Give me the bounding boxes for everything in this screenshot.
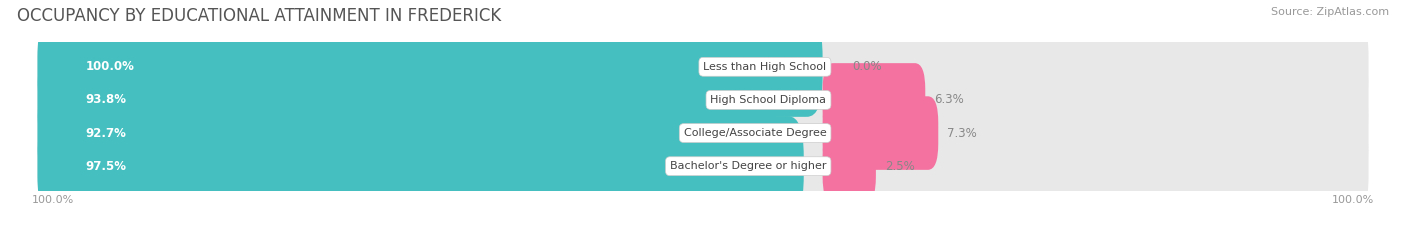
Text: 92.7%: 92.7% [86,127,127,140]
FancyBboxPatch shape [39,117,1367,216]
Text: 2.5%: 2.5% [884,160,915,173]
Text: Source: ZipAtlas.com: Source: ZipAtlas.com [1271,7,1389,17]
FancyBboxPatch shape [38,83,768,183]
FancyBboxPatch shape [38,116,1368,216]
FancyBboxPatch shape [39,51,1367,149]
FancyBboxPatch shape [823,129,876,203]
Text: 93.8%: 93.8% [86,93,127,106]
FancyBboxPatch shape [39,84,1367,182]
Text: Bachelor's Degree or higher: Bachelor's Degree or higher [671,161,827,171]
FancyBboxPatch shape [38,50,1368,150]
FancyBboxPatch shape [38,50,776,150]
FancyBboxPatch shape [823,96,938,170]
Text: 100.0%: 100.0% [86,60,135,73]
Text: 6.3%: 6.3% [935,93,965,106]
Text: OCCUPANCY BY EDUCATIONAL ATTAINMENT IN FREDERICK: OCCUPANCY BY EDUCATIONAL ATTAINMENT IN F… [17,7,501,25]
Text: Less than High School: Less than High School [703,62,827,72]
FancyBboxPatch shape [38,116,804,216]
Text: 7.3%: 7.3% [948,127,977,140]
Text: 97.5%: 97.5% [86,160,127,173]
FancyBboxPatch shape [39,17,1367,116]
Text: 0.0%: 0.0% [852,60,882,73]
FancyBboxPatch shape [823,63,925,137]
FancyBboxPatch shape [38,17,1368,117]
Text: High School Diploma: High School Diploma [710,95,827,105]
FancyBboxPatch shape [38,17,823,117]
FancyBboxPatch shape [38,83,1368,183]
Text: College/Associate Degree: College/Associate Degree [683,128,827,138]
